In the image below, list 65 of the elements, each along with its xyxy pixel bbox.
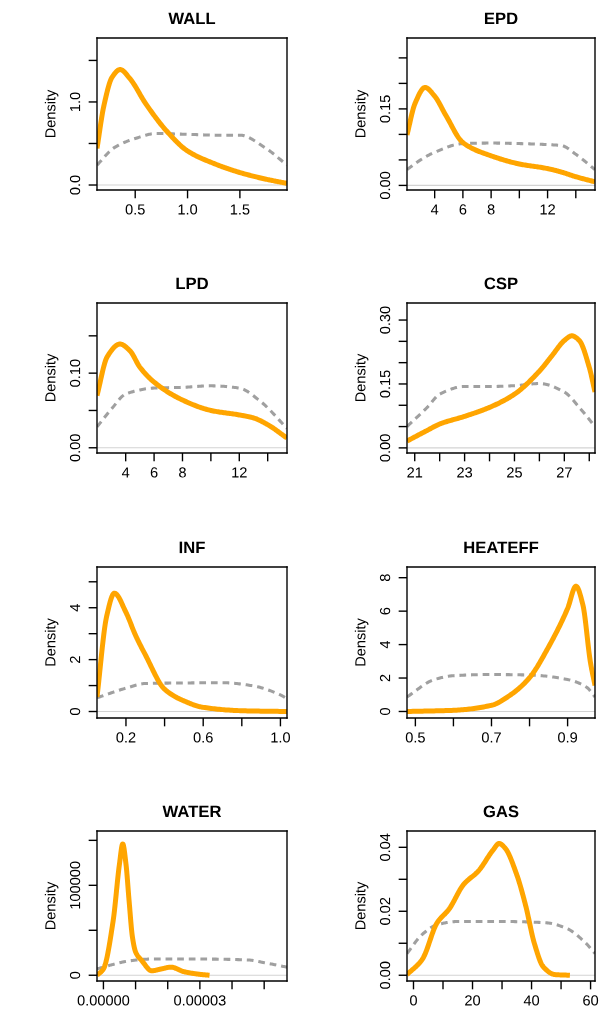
x-tick-label: 12 [232,467,247,478]
x-tick-label: 0.7 [481,732,501,743]
y-axis-title: Density [44,881,59,930]
x-tick-label: 0.5 [405,732,425,743]
x-tick-label: 1.0 [178,204,198,215]
y-tick-label: 0.00 [379,434,391,462]
y-tick-label: 0.15 [379,95,391,123]
x-tick-label: 0 [410,995,417,1006]
y-tick-label: 0.30 [379,306,391,334]
chart-title: CSP [484,277,518,290]
y-tick-label: 0 [69,708,81,715]
y-tick-label: 0.00 [69,434,81,462]
x-tick-label: 0.00000 [77,995,130,1006]
x-tick-label: 12 [540,204,555,215]
x-tick-label: 6 [459,204,467,215]
y-tick-label: 6 [379,607,391,615]
y-tick-label: 0.00 [379,171,391,200]
x-tick-label: 8 [487,204,495,215]
y-axis-title: Density [44,89,59,138]
y-axis-title: Density [44,618,59,666]
chart-title: INF [179,541,205,554]
y-tick-label: 0.04 [379,833,391,861]
y-tick-label: 0 [379,707,391,715]
y-tick-label: 1.0 [69,92,81,111]
x-tick-label: 4 [121,467,130,478]
x-tick-label: 0.2 [116,732,136,743]
x-tick-label: 0.00003 [174,995,226,1006]
y-tick-label: 0.02 [379,897,391,925]
y-axis-title: Density [354,353,369,402]
x-tick-label: 20 [465,995,481,1006]
chart-title: WATER [162,805,222,818]
y-tick-label: 8 [379,574,391,582]
y-tick-label: 0.10 [69,359,81,387]
y-tick-label: 0 [69,971,81,979]
x-tick-label: 0.9 [558,732,578,743]
y-tick-label: 100000 [69,861,81,909]
y-axis-title: Density [354,881,369,930]
x-tick-label: 40 [523,995,540,1006]
y-axis-title: Density [354,618,369,666]
x-tick-label: 60 [583,995,599,1006]
x-tick-label: 1.0 [271,732,290,743]
x-tick-label: 1.5 [230,204,250,215]
chart-title: HEATEFF [464,541,539,554]
x-tick-label: 6 [150,467,158,478]
y-tick-label: 0.00 [379,961,391,989]
x-tick-label: 25 [507,467,522,478]
x-tick-label: 8 [179,467,186,478]
y-tick-label: 0.15 [379,370,391,398]
x-tick-label: 23 [457,467,473,478]
x-tick-label: 4 [430,204,439,215]
x-tick-label: 0.5 [125,204,145,215]
y-axis-title: Density [354,89,369,138]
y-tick-label: 0.0 [69,175,81,195]
x-tick-label: 21 [407,467,423,478]
y-tick-label: 4 [70,604,81,612]
chart-title: GAS [483,805,519,818]
chart-title: LPD [176,277,208,290]
chart-title: WALL [168,12,216,25]
x-tick-label: 0.6 [193,732,213,743]
y-axis-title: Density [44,353,59,402]
chart-title: EPD [484,12,518,25]
x-tick-label: 27 [556,467,572,478]
y-tick-label: 2 [379,674,391,682]
y-tick-label: 4 [380,640,391,649]
y-tick-label: 2 [69,656,81,663]
